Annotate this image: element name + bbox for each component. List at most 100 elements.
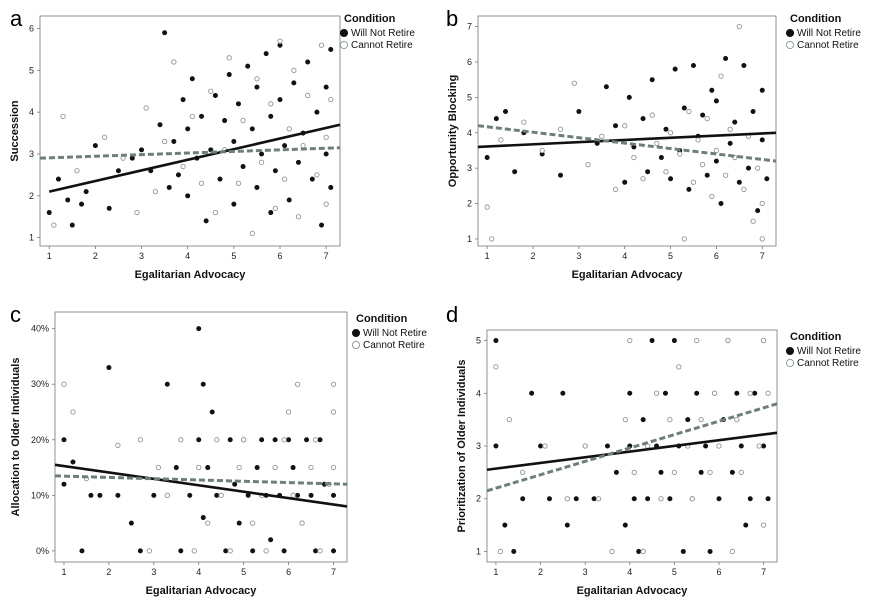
- point-will-not-retire: [259, 437, 265, 443]
- point-will-not-retire: [55, 176, 61, 182]
- point-will-not-retire: [663, 126, 669, 132]
- x-tick-label: 5: [672, 567, 677, 577]
- point-cannot-retire: [330, 409, 337, 415]
- point-cannot-retire: [698, 416, 704, 423]
- legend-marker-cannot-retire: [351, 340, 361, 350]
- point-will-not-retire: [151, 492, 157, 498]
- point-will-not-retire: [686, 186, 692, 192]
- point-cannot-retire: [595, 496, 602, 502]
- point-will-not-retire: [681, 105, 687, 111]
- point-cannot-retire: [180, 163, 186, 170]
- point-cannot-retire: [539, 147, 545, 154]
- point-will-not-retire: [106, 205, 112, 211]
- point-will-not-retire: [231, 201, 237, 207]
- legend-label-will-not-retire: Will Not Retire: [797, 28, 861, 39]
- point-will-not-retire: [200, 381, 206, 387]
- point-will-not-retire: [249, 126, 255, 132]
- point-cannot-retire: [196, 464, 202, 471]
- point-will-not-retire: [129, 155, 135, 161]
- fit-line-cannot-retire: [54, 474, 348, 486]
- point-will-not-retire: [83, 189, 89, 195]
- point-will-not-retire: [718, 201, 724, 207]
- point-will-not-retire: [175, 172, 181, 178]
- y-tick-label: 2: [29, 191, 34, 201]
- x-tick-label: 4: [622, 251, 627, 261]
- legend-title: Condition: [356, 313, 408, 325]
- point-will-not-retire: [759, 87, 765, 93]
- point-cannot-retire: [681, 236, 687, 242]
- point-will-not-retire: [92, 143, 98, 149]
- y-tick-label: 2: [476, 494, 481, 504]
- point-cannot-retire: [609, 548, 615, 555]
- point-cannot-retire: [658, 496, 664, 502]
- point-cannot-retire: [317, 548, 323, 554]
- panel-a: a 1 2 3 4 5 6 7 1 2 3 4 5 6 Egalitarian Advocacy Succe…: [9, 6, 415, 281]
- point-will-not-retire: [254, 465, 260, 471]
- point-cannot-retire: [557, 126, 564, 132]
- point-cannot-retire: [653, 390, 660, 396]
- point-will-not-retire: [79, 548, 85, 554]
- legend-label-cannot-retire: Cannot Retire: [797, 358, 859, 369]
- point-will-not-retire: [272, 168, 278, 174]
- point-cannot-retire: [571, 80, 577, 86]
- y-tick-label: 40%: [31, 324, 49, 334]
- point-will-not-retire: [700, 112, 706, 118]
- point-cannot-retire: [521, 119, 527, 125]
- point-cannot-retire: [631, 469, 637, 476]
- legend-label-will-not-retire: Will Not Retire: [363, 328, 427, 339]
- point-will-not-retire: [622, 522, 628, 528]
- point-will-not-retire: [538, 443, 544, 449]
- point-will-not-retire: [309, 176, 315, 182]
- point-cannot-retire: [741, 186, 747, 193]
- point-will-not-retire: [662, 390, 668, 396]
- legend-marker-will-not-retire: [785, 28, 795, 38]
- point-cannot-retire: [290, 492, 296, 498]
- x-tick-label: 6: [714, 251, 719, 261]
- point-will-not-retire: [290, 465, 296, 471]
- point-cannot-retire: [622, 416, 628, 423]
- x-axis-title: Egalitarian Advocacy: [146, 585, 258, 597]
- point-cannot-retire: [318, 42, 325, 48]
- point-will-not-retire: [69, 222, 75, 228]
- point-will-not-retire: [765, 496, 771, 502]
- y-tick-label: 10%: [31, 490, 49, 500]
- point-will-not-retire: [173, 465, 179, 471]
- point-cannot-retire: [236, 464, 242, 471]
- point-cannot-retire: [649, 112, 655, 118]
- point-cannot-retire: [760, 522, 767, 528]
- point-will-not-retire: [759, 137, 765, 143]
- point-will-not-retire: [317, 437, 323, 443]
- point-cannot-retire: [314, 172, 320, 178]
- point-will-not-retire: [645, 169, 651, 175]
- fit-line-will-not-retire: [486, 431, 778, 472]
- point-will-not-retire: [723, 55, 729, 61]
- point-cannot-retire: [161, 138, 168, 145]
- point-will-not-retire: [713, 158, 719, 164]
- legend-label-cannot-retire: Cannot Retire: [797, 40, 859, 51]
- point-will-not-retire: [622, 179, 628, 185]
- x-tick-label: 7: [324, 251, 329, 261]
- fit-line-cannot-retire: [39, 146, 341, 160]
- x-tick-label: 3: [583, 567, 588, 577]
- point-will-not-retire: [259, 151, 265, 157]
- point-cannot-retire: [328, 96, 334, 103]
- point-cannot-retire: [281, 176, 288, 182]
- y-axis-title: Opportunity Blocking: [447, 75, 459, 187]
- point-will-not-retire: [685, 417, 691, 423]
- point-will-not-retire: [626, 94, 632, 100]
- point-will-not-retire: [319, 222, 325, 228]
- point-will-not-retire: [214, 492, 220, 498]
- point-will-not-retire: [732, 119, 738, 125]
- x-tick-label: 7: [761, 567, 766, 577]
- x-tick-label: 1: [493, 567, 498, 577]
- point-cannot-retire: [729, 548, 736, 555]
- point-will-not-retire: [755, 208, 761, 214]
- y-tick-label: 5: [476, 336, 481, 346]
- point-cannot-retire: [272, 205, 279, 212]
- point-cannot-retire: [760, 337, 767, 344]
- point-will-not-retire: [520, 496, 526, 502]
- point-will-not-retire: [137, 548, 143, 554]
- point-will-not-retire: [189, 76, 195, 82]
- point-will-not-retire: [115, 168, 121, 174]
